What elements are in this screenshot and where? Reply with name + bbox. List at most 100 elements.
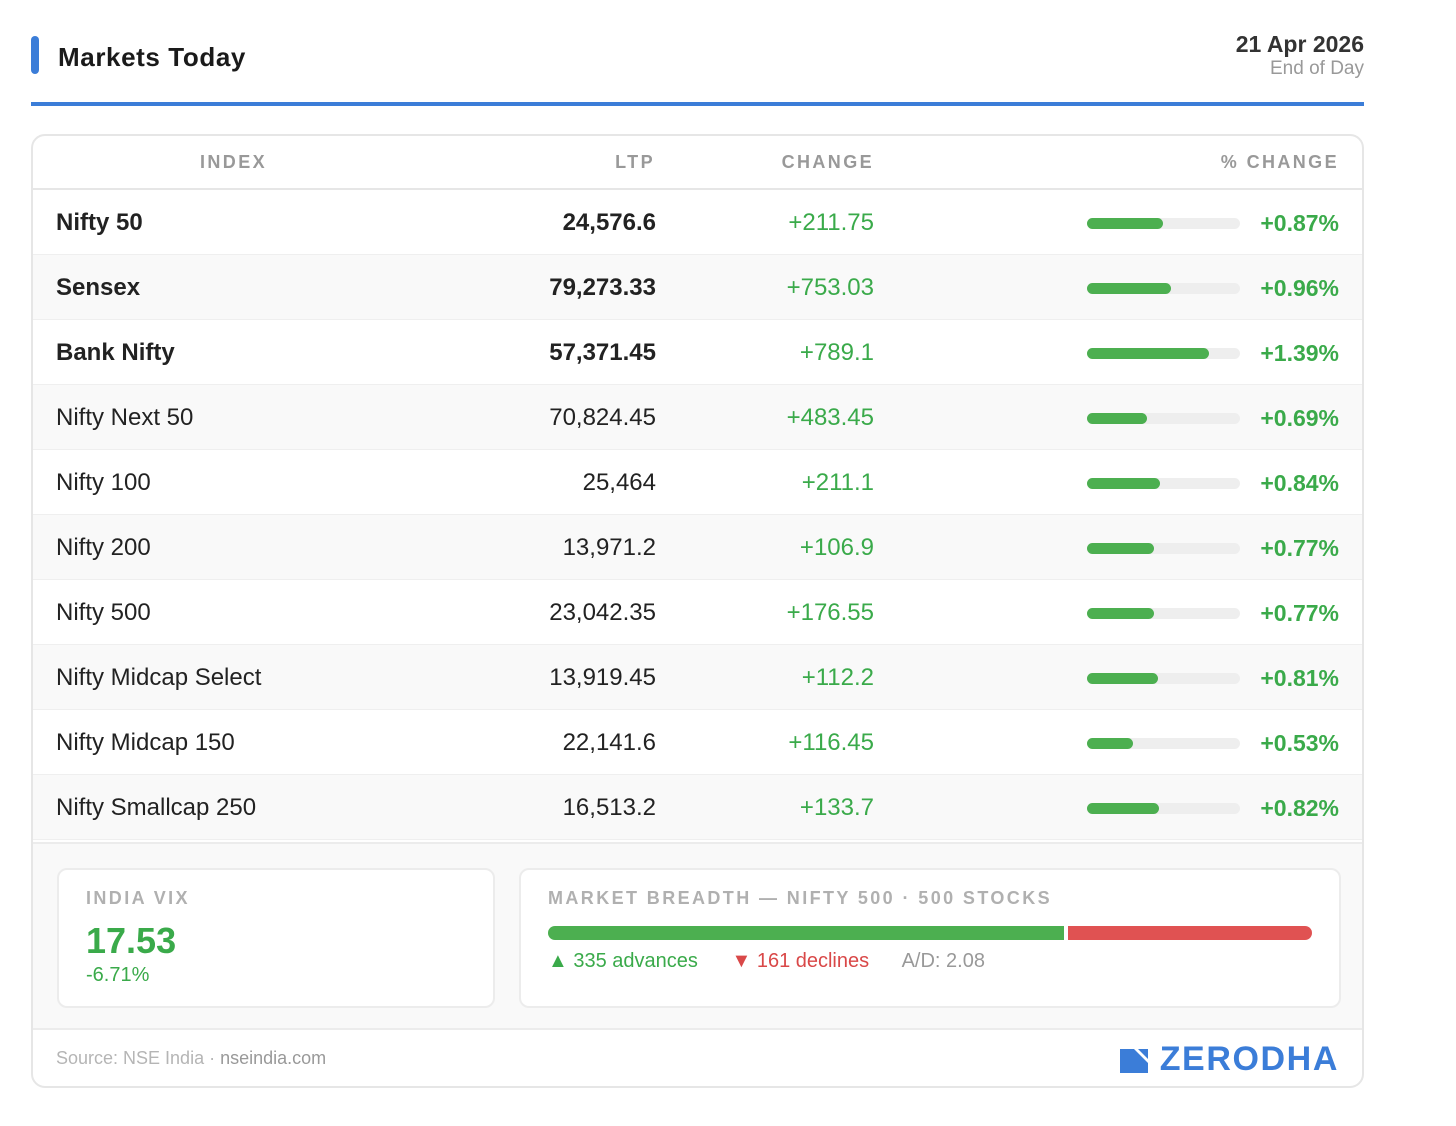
index-pct-change: +0.82% (1260, 795, 1339, 821)
pct-change-bar (1087, 218, 1240, 229)
index-ltp: 70,824.45 (549, 404, 656, 431)
pct-change-bar-fill (1087, 478, 1161, 489)
zerodha-logo-icon (1119, 1049, 1148, 1073)
pct-change-bar (1087, 543, 1240, 554)
index-pct-change: +0.84% (1260, 470, 1339, 496)
index-pct-change: +0.77% (1260, 600, 1339, 626)
index-name: Bank Nifty (56, 339, 175, 366)
index-change: +116.45 (788, 729, 874, 756)
index-change: +211.75 (788, 209, 874, 236)
source-link[interactable]: nseindia.com (220, 1048, 327, 1068)
brand-name: ZERODHA (1159, 1039, 1339, 1078)
index-name: Nifty 50 (56, 209, 143, 236)
index-name: Nifty 100 (56, 469, 151, 496)
index-name: Nifty Next 50 (56, 404, 194, 431)
source-credit: Source: NSE India · nseindia.com (56, 1048, 326, 1069)
page-header: Markets Today 21 Apr 2026 End of Day (31, 30, 1364, 106)
index-name: Sensex (56, 274, 141, 301)
pct-change-bar-fill (1087, 283, 1171, 294)
pct-change-bar-fill (1087, 608, 1155, 619)
pct-change-bar (1087, 283, 1240, 294)
advances-segment (548, 926, 1064, 940)
vix-value: 17.53 (86, 920, 177, 961)
index-ltp: 23,042.35 (549, 599, 656, 626)
pct-change-bar (1087, 478, 1240, 489)
index-ltp: 16,513.2 (562, 794, 656, 821)
index-change: +106.9 (799, 534, 874, 561)
session-label: End of Day (1270, 58, 1364, 79)
index-name: Nifty Midcap Select (56, 664, 262, 691)
declines-segment (1068, 926, 1312, 940)
table-row[interactable]: Nifty 500 23,042.35 +176.55 +0.77% (33, 580, 1362, 645)
pct-change-bar (1087, 673, 1240, 684)
report-date: 21 Apr 2026 (1235, 31, 1364, 57)
pct-change-bar-fill (1087, 348, 1209, 359)
advances-count: ▲ 335 advances (548, 950, 698, 972)
breadth-stats: ▲ 335 advances ▼ 161 declines A/D: 2.08 (548, 950, 985, 973)
index-ltp: 24,576.6 (562, 209, 656, 236)
pct-change-bar-fill (1087, 543, 1155, 554)
declines-count: ▼ 161 declines (731, 950, 870, 972)
index-name: Nifty Smallcap 250 (56, 794, 257, 821)
header-accent-bar (31, 36, 39, 74)
column-header-index: INDEX (200, 152, 268, 172)
page-title: Markets Today (58, 42, 246, 72)
pct-change-bar-fill (1087, 413, 1148, 424)
table-row[interactable]: Nifty 100 25,464 +211.1 +0.84% (33, 450, 1362, 515)
column-header-ltp: LTP (615, 152, 655, 172)
index-change: +483.45 (786, 404, 874, 431)
table-header: INDEX LTP CHANGE % CHANGE (33, 136, 1362, 190)
pct-change-bar (1087, 738, 1240, 749)
table-row[interactable]: Nifty 50 24,576.6 +211.75 +0.87% (33, 190, 1362, 255)
index-change: +176.55 (786, 599, 874, 626)
index-name: Nifty Midcap 150 (56, 729, 235, 756)
table-body: Nifty 50 24,576.6 +211.75 +0.87% Sensex 79,27… (33, 190, 1362, 840)
table-row[interactable]: Sensex 79,273.33 +753.03 +0.96% (33, 255, 1362, 320)
vix-change: -6.71% (86, 964, 150, 986)
markets-card: INDEX LTP CHANGE % CHANGE Nifty 50 24,576… (31, 134, 1364, 1088)
index-change: +211.1 (801, 469, 874, 496)
index-ltp: 79,273.33 (549, 274, 656, 301)
table-row[interactable]: Nifty Midcap 150 22,141.6 +116.45 +0.53% (33, 710, 1362, 775)
index-pct-change: +0.69% (1260, 405, 1339, 431)
table-row[interactable]: Nifty Midcap Select 13,919.45 +112.2 +0.81% (33, 645, 1362, 710)
pct-change-bar (1087, 348, 1240, 359)
pct-change-bar-fill (1087, 738, 1134, 749)
index-ltp: 13,919.45 (549, 664, 656, 691)
market-breadth-card: MARKET BREADTH — NIFTY 500 · 500 STOCKS … (519, 868, 1341, 1008)
pct-change-bar-fill (1087, 218, 1164, 229)
ad-ratio: A/D: 2.08 (901, 950, 985, 972)
source-label: Source: NSE India · (56, 1048, 216, 1068)
index-name: Nifty 200 (56, 534, 151, 561)
index-change: +112.2 (801, 664, 874, 691)
pct-change-bar-fill (1087, 673, 1158, 684)
index-pct-change: +1.39% (1260, 340, 1339, 366)
index-pct-change: +0.77% (1260, 535, 1339, 561)
india-vix-card: INDIA VIX 17.53 -6.71% (57, 868, 495, 1008)
vix-label: INDIA VIX (86, 888, 190, 908)
index-pct-change: +0.53% (1260, 730, 1339, 756)
table-row[interactable]: Bank Nifty 57,371.45 +789.1 +1.39% (33, 320, 1362, 385)
index-pct-change: +0.87% (1260, 210, 1339, 236)
brand-logo: ZERODHA (1119, 1039, 1339, 1078)
index-pct-change: +0.96% (1260, 275, 1339, 301)
table-row[interactable]: Nifty 200 13,971.2 +106.9 +0.77% (33, 515, 1362, 580)
index-pct-change: +0.81% (1260, 665, 1339, 691)
pct-change-bar (1087, 608, 1240, 619)
column-header-pct-change: % CHANGE (1220, 152, 1339, 172)
index-ltp: 13,971.2 (562, 534, 656, 561)
summary-panel: INDIA VIX 17.53 -6.71% MARKET BREADTH — … (33, 842, 1362, 1030)
breadth-bar (548, 926, 1312, 940)
breadth-label: MARKET BREADTH — NIFTY 500 · 500 STOCKS (548, 888, 1053, 908)
index-ltp: 57,371.45 (549, 339, 656, 366)
index-ltp: 22,141.6 (562, 729, 656, 756)
index-name: Nifty 500 (56, 599, 151, 626)
index-change: +133.7 (799, 794, 874, 821)
table-row[interactable]: Nifty Next 50 70,824.45 +483.45 +0.69% (33, 385, 1362, 450)
index-change: +789.1 (799, 339, 874, 366)
pct-change-bar (1087, 803, 1240, 814)
index-change: +753.03 (786, 274, 874, 301)
column-header-change: CHANGE (781, 152, 874, 172)
index-ltp: 25,464 (582, 469, 656, 496)
table-row[interactable]: Nifty Smallcap 250 16,513.2 +133.7 +0.82% (33, 775, 1362, 840)
